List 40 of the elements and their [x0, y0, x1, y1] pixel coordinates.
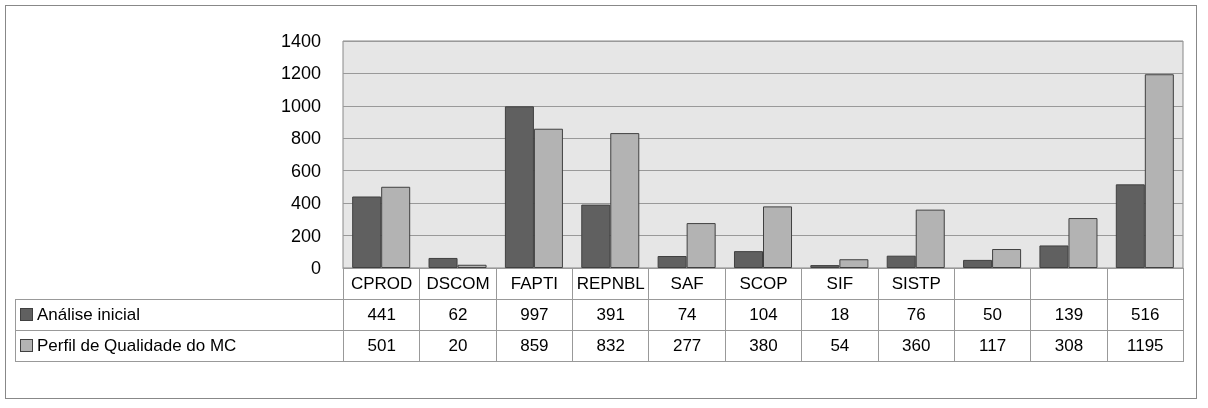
data-label: 391: [572, 299, 649, 331]
data-label: 54: [801, 330, 879, 362]
data-label: 501: [343, 330, 420, 362]
data-label: 1195: [1107, 330, 1184, 362]
data-label: 139: [1030, 299, 1108, 331]
data-label: 859: [496, 330, 573, 362]
data-label: 50: [954, 299, 1031, 331]
x-tick-label: DSCOM: [419, 268, 497, 300]
x-tick-label: SCOP: [725, 268, 802, 300]
legend-label: Análise inicial: [15, 299, 344, 331]
data-label: 308: [1030, 330, 1108, 362]
data-label: 441: [343, 299, 420, 331]
data-label: 360: [878, 330, 955, 362]
data-label: 832: [572, 330, 649, 362]
data-label: 20: [419, 330, 497, 362]
data-label: 104: [725, 299, 802, 331]
x-tick-label: CPROD: [343, 268, 420, 300]
y-tick-label: 1200: [280, 63, 321, 84]
data-label: 62: [419, 299, 497, 331]
legend-label: Perfil de Qualidade do MC: [15, 330, 344, 362]
data-label: 76: [878, 299, 955, 331]
data-label: 74: [648, 299, 726, 331]
data-label: 380: [725, 330, 802, 362]
data-label: 516: [1107, 299, 1184, 331]
x-tick-label: SAF: [648, 268, 726, 300]
x-tick-label: REPNBL: [572, 268, 649, 300]
y-tick-label: 800: [290, 128, 321, 149]
y-tick-label: 1000: [280, 95, 321, 116]
data-label: 18: [801, 299, 879, 331]
x-tick-label: SIF: [801, 268, 879, 300]
data-label: 277: [648, 330, 726, 362]
y-tick-label: 0: [310, 258, 321, 278]
data-label: 997: [496, 299, 573, 331]
y-tick-label: 1400: [280, 31, 321, 51]
y-tick-label: 200: [290, 225, 321, 246]
y-tick-label: 400: [290, 193, 321, 214]
x-tick-label: SISTP: [878, 268, 955, 300]
data-label: 117: [954, 330, 1031, 362]
y-tick-label: 600: [290, 160, 321, 181]
x-tick-label: FAPTI: [496, 268, 573, 300]
